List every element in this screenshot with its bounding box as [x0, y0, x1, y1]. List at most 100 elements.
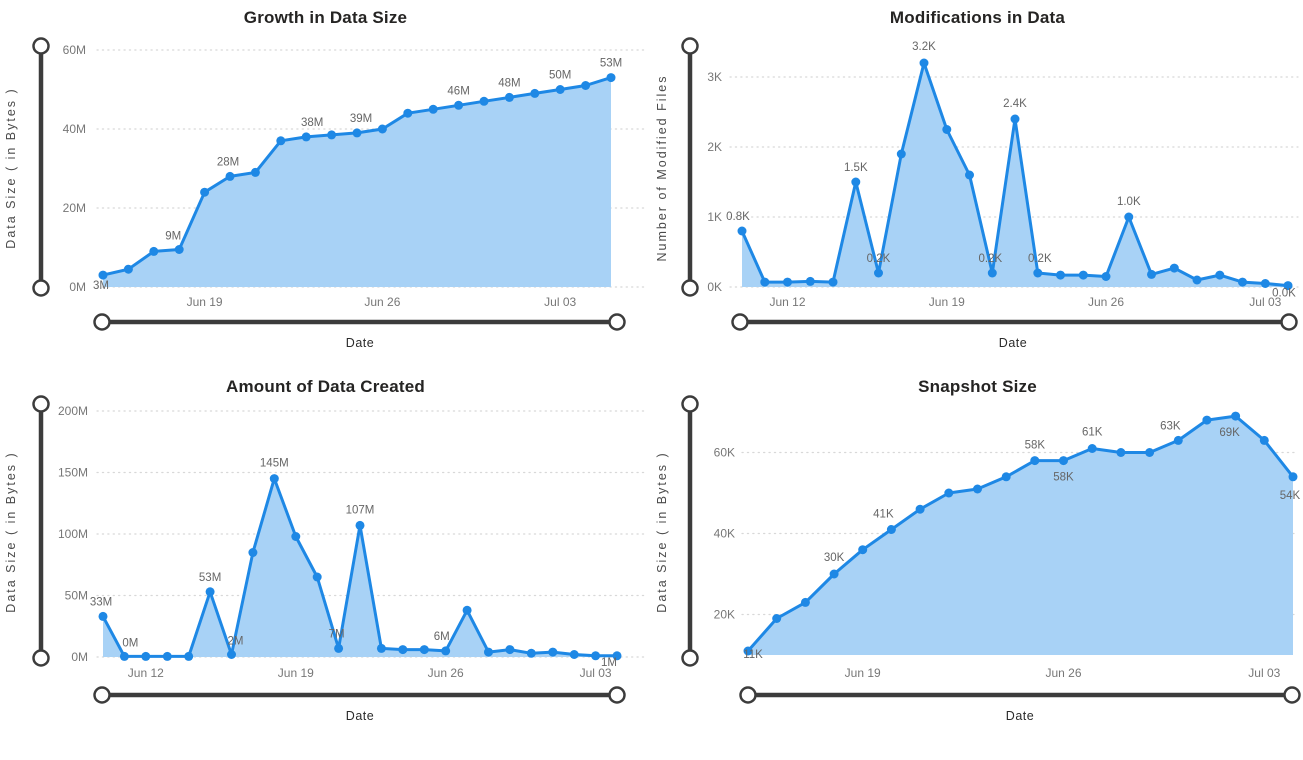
- data-point-8[interactable]: [973, 484, 982, 494]
- data-point-15[interactable]: [1078, 270, 1088, 280]
- data-point-15[interactable]: [479, 96, 489, 106]
- data-point-6[interactable]: [250, 167, 260, 177]
- data-point-1[interactable]: [760, 277, 770, 287]
- data-point-11[interactable]: [987, 268, 997, 278]
- data-point-20[interactable]: [1192, 275, 1202, 285]
- data-point-10[interactable]: [352, 128, 362, 138]
- data-point-3[interactable]: [829, 569, 839, 579]
- data-point-10[interactable]: [965, 170, 974, 180]
- data-point-16[interactable]: [504, 92, 514, 102]
- data-point-14[interactable]: [398, 645, 408, 655]
- data-point-13[interactable]: [428, 104, 438, 114]
- x-range-slider-handle-right[interactable]: [608, 313, 626, 331]
- data-point-9[interactable]: [942, 125, 952, 134]
- data-point-11[interactable]: [334, 643, 344, 653]
- data-point-15[interactable]: [419, 645, 429, 655]
- data-point-12[interactable]: [1010, 114, 1020, 124]
- data-point-3[interactable]: [805, 276, 815, 286]
- data-point-16[interactable]: [441, 646, 451, 656]
- data-point-6[interactable]: [915, 504, 925, 514]
- y-range-slider-handle-top[interactable]: [32, 395, 50, 413]
- data-point-6[interactable]: [874, 268, 883, 278]
- data-point-11[interactable]: [377, 124, 387, 134]
- data-point-4[interactable]: [828, 277, 838, 287]
- data-point-12[interactable]: [355, 520, 365, 530]
- data-point-5[interactable]: [851, 177, 861, 187]
- data-point-19[interactable]: [1169, 263, 1179, 273]
- y-range-slider-handle-top[interactable]: [681, 395, 699, 413]
- x-range-slider-handle-right[interactable]: [608, 686, 626, 704]
- data-point-10[interactable]: [1030, 456, 1040, 466]
- data-point-18[interactable]: [484, 647, 493, 657]
- x-range-slider-handle-left[interactable]: [731, 313, 749, 331]
- y-range-slider-handle-top[interactable]: [32, 37, 50, 55]
- x-range-slider-handle-right[interactable]: [1280, 313, 1298, 331]
- data-point-0[interactable]: [737, 226, 747, 236]
- data-point-5[interactable]: [886, 525, 896, 534]
- data-point-0[interactable]: [743, 646, 753, 656]
- data-point-1[interactable]: [772, 614, 782, 623]
- data-point-2[interactable]: [800, 597, 810, 607]
- data-point-18[interactable]: [1259, 435, 1269, 445]
- data-point-16[interactable]: [1202, 415, 1212, 425]
- data-point-13[interactable]: [1033, 268, 1043, 278]
- y-range-slider-handle-bottom[interactable]: [32, 649, 50, 667]
- data-point-23[interactable]: [1260, 279, 1270, 288]
- data-point-14[interactable]: [1056, 270, 1065, 280]
- data-point-0[interactable]: [98, 611, 108, 621]
- data-point-17[interactable]: [530, 88, 540, 98]
- data-point-4[interactable]: [858, 545, 868, 555]
- data-point-20[interactable]: [526, 648, 536, 658]
- y-range-slider-handle-bottom[interactable]: [681, 649, 699, 667]
- data-point-8[interactable]: [301, 132, 311, 142]
- data-point-17[interactable]: [1124, 212, 1134, 222]
- data-point-9[interactable]: [291, 532, 301, 541]
- x-range-slider-handle-right[interactable]: [1283, 686, 1301, 704]
- data-point-22[interactable]: [569, 650, 579, 659]
- data-point-7[interactable]: [944, 488, 954, 498]
- data-point-7[interactable]: [276, 136, 286, 146]
- data-point-4[interactable]: [200, 187, 210, 197]
- data-point-11[interactable]: [1059, 456, 1068, 466]
- data-point-3[interactable]: [162, 651, 172, 661]
- data-point-8[interactable]: [919, 58, 929, 68]
- data-point-1[interactable]: [123, 264, 133, 274]
- data-point-19[interactable]: [1288, 472, 1298, 482]
- data-point-8[interactable]: [269, 474, 279, 484]
- data-point-24[interactable]: [1283, 281, 1293, 291]
- data-point-24[interactable]: [612, 651, 622, 661]
- data-point-10[interactable]: [312, 572, 322, 582]
- y-range-slider-handle-bottom[interactable]: [681, 279, 699, 297]
- data-point-14[interactable]: [454, 100, 464, 110]
- y-range-slider-handle-bottom[interactable]: [32, 279, 50, 297]
- data-point-17[interactable]: [1231, 411, 1241, 421]
- data-point-9[interactable]: [1001, 472, 1011, 482]
- data-point-6[interactable]: [227, 650, 236, 659]
- data-point-7[interactable]: [248, 548, 258, 557]
- data-point-18[interactable]: [555, 85, 565, 94]
- data-point-22[interactable]: [1238, 277, 1247, 287]
- data-point-21[interactable]: [548, 647, 558, 657]
- data-point-12[interactable]: [403, 108, 413, 118]
- x-range-slider-handle-left[interactable]: [93, 686, 111, 704]
- data-point-20[interactable]: [606, 73, 616, 83]
- data-point-17[interactable]: [462, 605, 472, 615]
- data-point-16[interactable]: [1101, 272, 1111, 281]
- data-point-19[interactable]: [505, 645, 515, 655]
- data-point-12[interactable]: [1087, 444, 1097, 453]
- data-point-9[interactable]: [327, 130, 337, 140]
- data-point-21[interactable]: [1215, 270, 1225, 280]
- data-point-2[interactable]: [783, 277, 792, 287]
- data-point-5[interactable]: [225, 171, 235, 181]
- data-point-3[interactable]: [174, 245, 184, 254]
- data-point-14[interactable]: [1145, 448, 1155, 457]
- data-point-15[interactable]: [1173, 435, 1183, 445]
- x-range-slider-handle-left[interactable]: [93, 313, 111, 331]
- data-point-23[interactable]: [591, 651, 601, 661]
- data-point-13[interactable]: [1116, 448, 1126, 457]
- data-point-2[interactable]: [149, 246, 159, 256]
- data-point-1[interactable]: [119, 651, 129, 661]
- data-point-13[interactable]: [376, 643, 386, 653]
- data-point-18[interactable]: [1147, 269, 1156, 279]
- data-point-0[interactable]: [98, 270, 108, 280]
